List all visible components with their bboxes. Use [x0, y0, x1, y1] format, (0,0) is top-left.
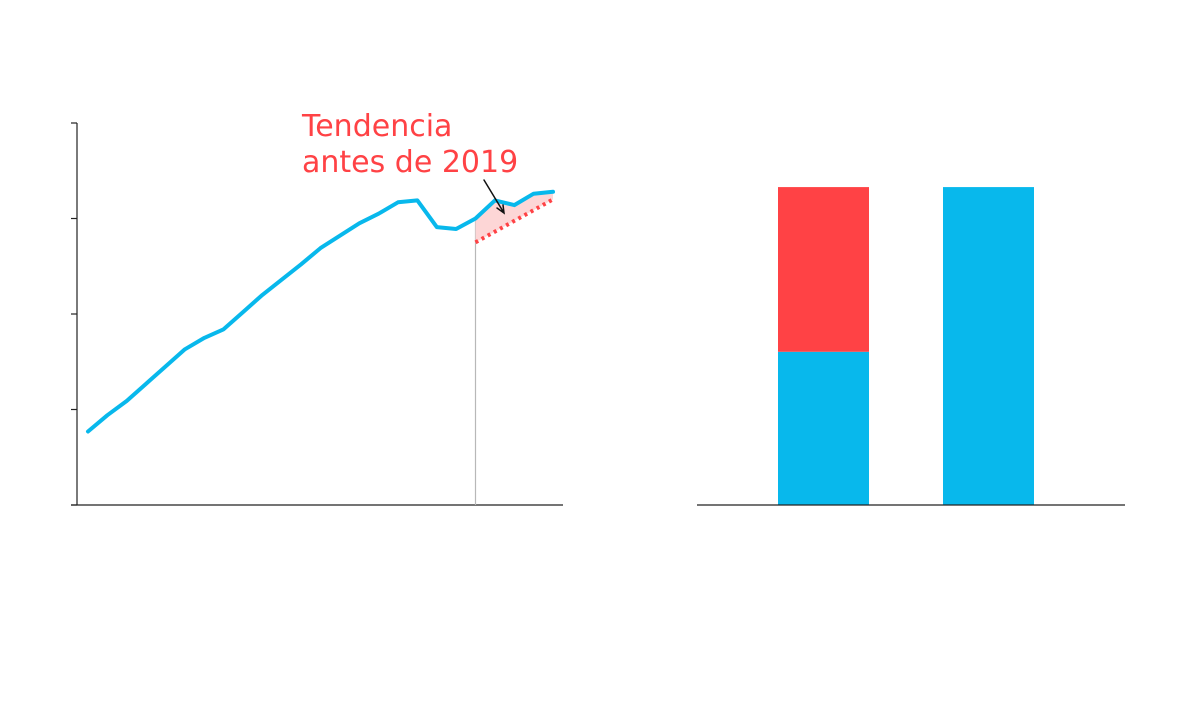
- annotation-text-line1: Tendencia: [301, 109, 452, 144]
- bars: [778, 187, 1034, 506]
- bar-1-actual-segment: [778, 351, 869, 505]
- gap-area: [475, 191, 553, 243]
- annotation-arrow: [483, 179, 505, 215]
- line-chart: Tendencia antes de 2019: [71, 109, 563, 506]
- bar-2-actual-segment: [943, 187, 1034, 506]
- bar-chart: [697, 187, 1125, 506]
- annotation-text-line2: antes de 2019: [302, 145, 518, 180]
- y-axis: [71, 122, 78, 506]
- pre-2019-trend-line: [474, 197, 554, 245]
- bar-1-trend-segment: [778, 187, 869, 352]
- actual-series-line: [86, 189, 555, 434]
